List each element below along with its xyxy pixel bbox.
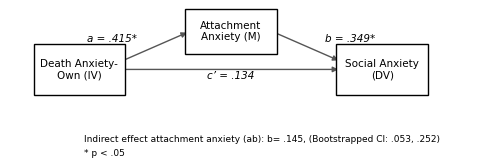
- Text: Death Anxiety-
Own (IV): Death Anxiety- Own (IV): [40, 59, 118, 80]
- Text: b = .349*: b = .349*: [325, 34, 375, 44]
- Text: * p < .05: * p < .05: [84, 149, 125, 158]
- FancyBboxPatch shape: [34, 44, 126, 95]
- Text: c’ = .134: c’ = .134: [207, 71, 254, 81]
- Text: Attachment
Anxiety (M): Attachment Anxiety (M): [200, 21, 262, 42]
- Text: Indirect effect attachment anxiety (ab): b= .145, (Bootstrapped CI: .053, .252): Indirect effect attachment anxiety (ab):…: [84, 135, 440, 144]
- Text: a = .415*: a = .415*: [87, 34, 137, 44]
- Text: Social Anxiety
(DV): Social Anxiety (DV): [346, 59, 420, 80]
- FancyBboxPatch shape: [336, 44, 428, 95]
- FancyBboxPatch shape: [185, 9, 277, 54]
